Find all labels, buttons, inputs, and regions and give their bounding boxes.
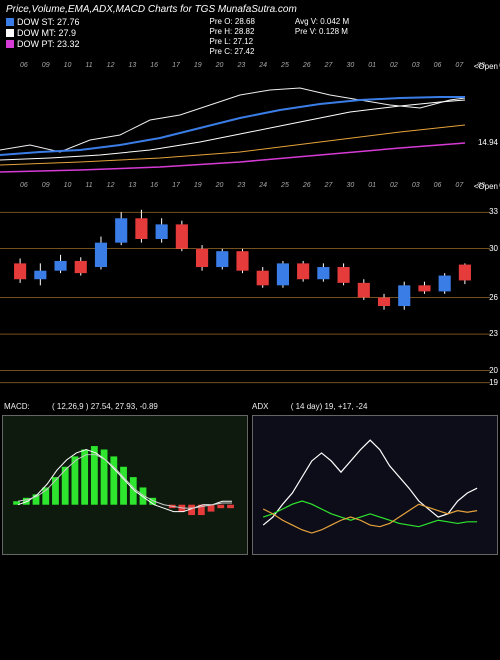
avg-vol: Avg V: 0.042 M Pre V: 0.128 M [295, 17, 349, 56]
legend-pt: DOW PT: 23.32 [6, 39, 80, 49]
adx-label: ADX [252, 402, 268, 411]
macd-params: ( 12,26,9 ) 27.54, 27.93, -0.89 [52, 402, 158, 411]
macd-panel [2, 415, 248, 555]
ema-panel: 0609101112131617192023242526273001020306… [0, 60, 500, 180]
chart-title: Price,Volume,EMA,ADX,MACD Charts for TGS… [6, 4, 494, 15]
adx-params: ( 14 day) 19, +17, -24 [291, 402, 368, 411]
adx-panel [252, 415, 498, 555]
macd-label: MACD: [4, 402, 30, 411]
value-label-14-94: 14.94 [478, 138, 498, 147]
legend-mt: DOW MT: 27.9 [6, 28, 80, 38]
prev-ohlc: Pre O: 28.68 Pre H: 28.82 Pre L: 27.12 P… [210, 17, 255, 56]
candle-panel: 0609101112131617192023242526273001020306… [0, 180, 500, 400]
legend-st: DOW ST: 27.76 [6, 17, 80, 27]
open-label-top: <Open [474, 62, 498, 71]
open-label-candle: <Open [474, 182, 498, 191]
